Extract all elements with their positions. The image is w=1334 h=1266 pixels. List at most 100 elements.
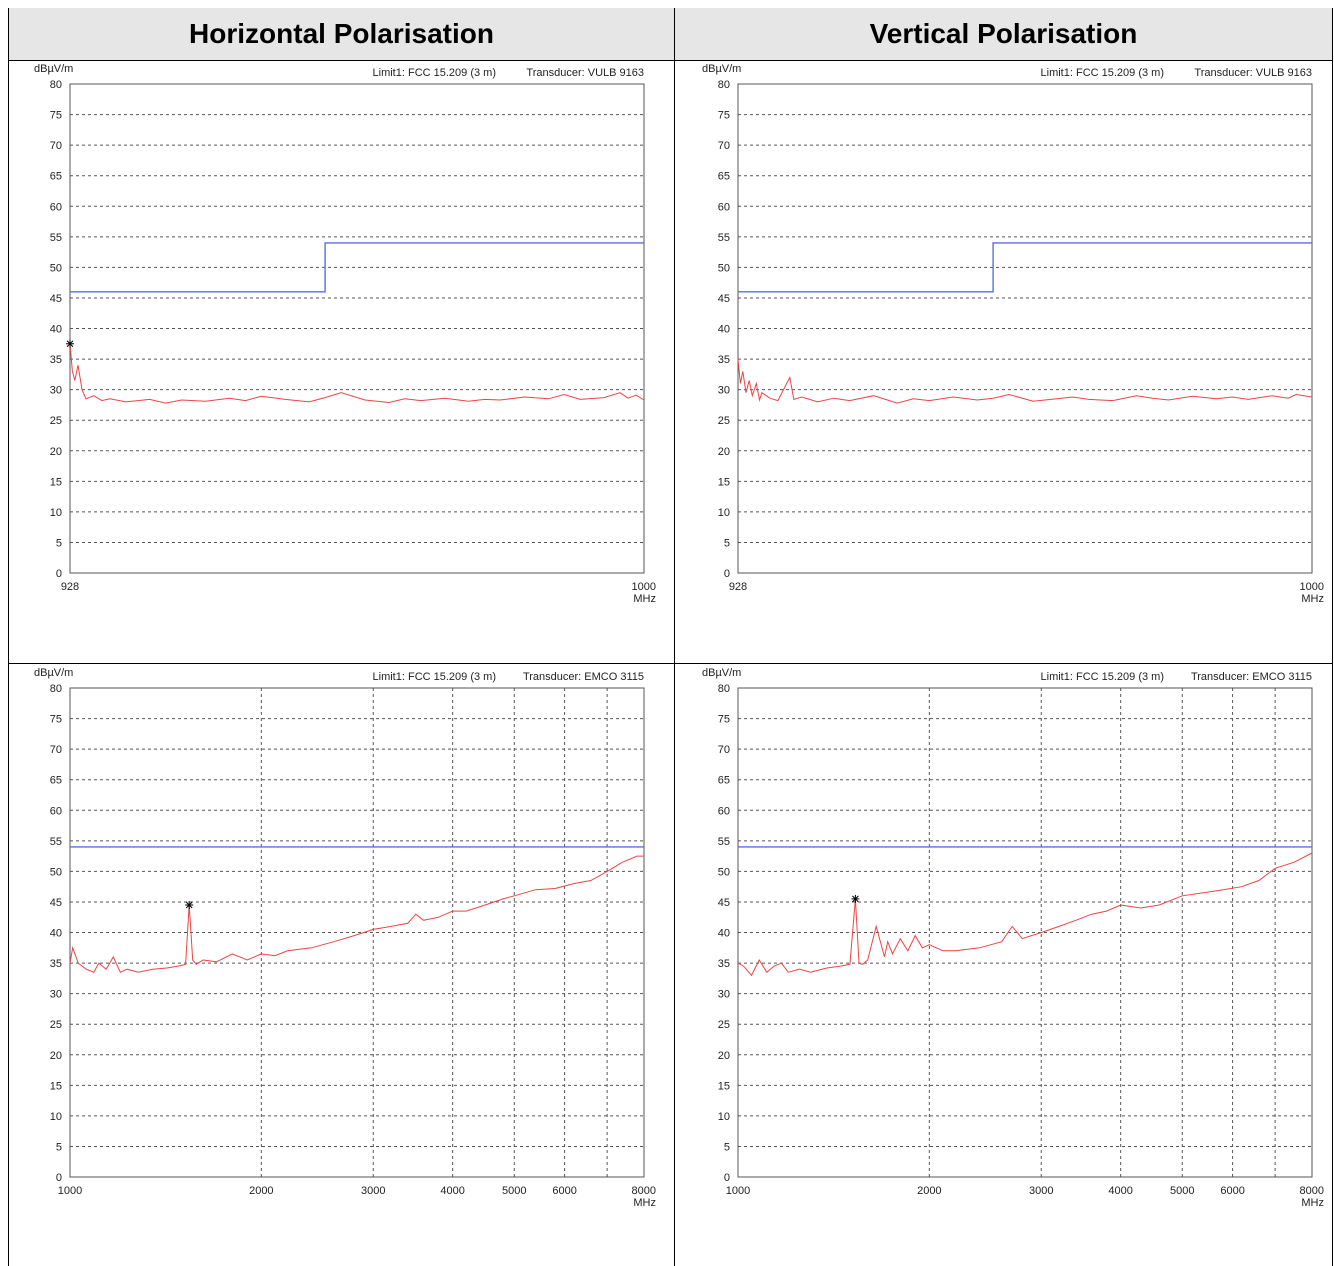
chart-vertical-low: dBµV/m Transducer: VULB 9163 Limit1: FCC 1…	[702, 63, 1324, 605]
y-tick-label: 5	[56, 1141, 62, 1153]
header-vertical: Vertical Polarisation	[675, 8, 1332, 61]
y-tick-label: 75	[50, 110, 62, 122]
y-tick-label: 65	[718, 775, 730, 787]
y-tick-label: 70	[718, 744, 730, 756]
x-unit-label: MHz	[1301, 593, 1324, 605]
y-axis-unit-label: dBµV/m	[34, 667, 73, 679]
limit-line	[70, 242, 644, 293]
y-tick-label: 20	[50, 1050, 62, 1062]
measurement-trace	[737, 359, 1313, 404]
y-tick-label: 60	[718, 201, 730, 213]
plot-area	[737, 83, 1313, 574]
limit-label: Limit1: FCC 15.209 (3 m)	[373, 671, 496, 683]
transducer-label: Transducer: VULB 9163	[526, 67, 644, 79]
y-tick-label: 10	[718, 507, 730, 519]
y-tick-label: 25	[718, 415, 730, 427]
y-tick-label: 70	[718, 140, 730, 152]
y-tick-label: 50	[50, 262, 62, 274]
peak-marker	[851, 894, 860, 903]
y-tick-label: 25	[718, 1019, 730, 1031]
y-tick-label: 75	[50, 714, 62, 726]
y-tick-label: 60	[50, 805, 62, 817]
transducer-label: Transducer: EMCO 3115	[1191, 671, 1312, 683]
y-tick-label: 10	[50, 507, 62, 519]
x-tick-label: 1000	[632, 581, 656, 593]
y-tick-label: 40	[50, 928, 62, 940]
x-tick-label: 6000	[552, 1185, 576, 1197]
y-axis-unit-label: dBµV/m	[702, 667, 741, 679]
y-tick-label: 80	[718, 79, 730, 91]
y-tick-label: 25	[50, 415, 62, 427]
y-tick-label: 30	[718, 385, 730, 397]
marker-stroke	[185, 901, 193, 909]
y-tick-label: 35	[50, 958, 62, 970]
y-tick-label: 55	[718, 836, 730, 848]
limit-label: Limit1: FCC 15.209 (3 m)	[1041, 67, 1164, 79]
y-tick-label: 65	[50, 171, 62, 183]
y-tick-label: 40	[718, 324, 730, 336]
y-tick-label: 10	[718, 1111, 730, 1123]
y-tick-label: 45	[718, 293, 730, 305]
marker-stroke	[66, 340, 74, 348]
y-tick-label: 45	[718, 897, 730, 909]
y-tick-label: 15	[718, 476, 730, 488]
x-tick-label: 928	[729, 581, 747, 593]
y-tick-label: 70	[50, 140, 62, 152]
x-tick-label: 1000	[58, 1185, 82, 1197]
x-tick-label: 2000	[917, 1185, 941, 1197]
x-tick-label: 3000	[1029, 1185, 1053, 1197]
measurement-trace	[737, 852, 1313, 977]
y-tick-label: 80	[50, 79, 62, 91]
y-tick-label: 55	[718, 232, 730, 244]
peak-marker	[66, 339, 74, 348]
y-tick-label: 60	[50, 201, 62, 213]
y-tick-label: 30	[50, 989, 62, 1001]
limit-label: Limit1: FCC 15.209 (3 m)	[1041, 671, 1164, 683]
x-tick-label: 2000	[249, 1185, 273, 1197]
measurement-trace	[69, 343, 645, 404]
measurement-trace	[69, 855, 644, 973]
y-tick-label: 0	[56, 568, 62, 580]
y-tick-label: 55	[50, 232, 62, 244]
x-tick-label: 4000	[1108, 1185, 1132, 1197]
chart-vertical-high: dBµV/m Transducer: EMCO 3115 Limit1: FCC 1…	[702, 667, 1324, 1209]
y-tick-label: 5	[56, 537, 62, 549]
y-tick-label: 75	[718, 110, 730, 122]
plot-area	[69, 687, 645, 1178]
x-tick-label: 1000	[726, 1185, 750, 1197]
y-tick-label: 20	[718, 446, 730, 458]
x-tick-label: 5000	[502, 1185, 526, 1197]
chart-horizontal-high: dBµV/m Transducer: EMCO 3115 Limit1: FCC 1…	[34, 667, 656, 1209]
header-horizontal: Horizontal Polarisation	[9, 8, 674, 61]
x-tick-label: 8000	[632, 1185, 656, 1197]
peak-marker	[185, 900, 194, 909]
y-tick-label: 35	[718, 354, 730, 366]
y-tick-label: 40	[50, 324, 62, 336]
y-tick-label: 65	[50, 775, 62, 787]
limit-label: Limit1: FCC 15.209 (3 m)	[373, 67, 496, 79]
y-tick-label: 80	[718, 683, 730, 695]
y-tick-label: 30	[50, 385, 62, 397]
y-tick-label: 0	[724, 568, 730, 580]
y-axis-unit-label: dBµV/m	[702, 63, 741, 75]
y-tick-label: 15	[718, 1080, 730, 1092]
y-tick-label: 20	[718, 1050, 730, 1062]
y-tick-label: 15	[50, 476, 62, 488]
x-unit-label: MHz	[1301, 1197, 1324, 1209]
y-tick-label: 30	[718, 989, 730, 1001]
transducer-label: Transducer: EMCO 3115	[523, 671, 644, 683]
y-tick-label: 45	[50, 897, 62, 909]
marker-stroke	[852, 895, 859, 903]
y-axis-unit-label: dBµV/m	[34, 63, 73, 75]
limit-line	[738, 242, 1312, 293]
x-unit-label: MHz	[633, 593, 656, 605]
y-tick-label: 0	[56, 1172, 62, 1184]
y-tick-label: 35	[718, 958, 730, 970]
transducer-label: Transducer: VULB 9163	[1194, 67, 1312, 79]
x-tick-label: 5000	[1170, 1185, 1194, 1197]
y-tick-label: 5	[724, 537, 730, 549]
chart-horizontal-low: dBµV/m Transducer: VULB 9163 Limit1: FCC 1…	[34, 63, 656, 605]
y-tick-label: 50	[50, 866, 62, 878]
x-tick-label: 4000	[440, 1185, 464, 1197]
column-divider	[674, 8, 675, 1266]
